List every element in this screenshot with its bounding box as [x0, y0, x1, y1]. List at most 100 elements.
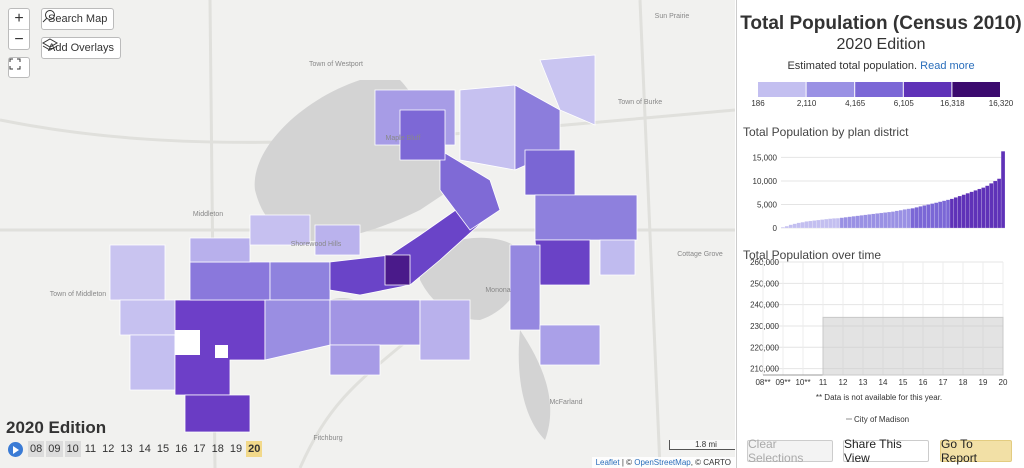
- timeline: 08 09 10 11 12 13 14 15 16 17 18 19 20: [8, 441, 263, 457]
- zoom-out[interactable]: −: [9, 29, 29, 50]
- bar: [1000, 151, 1006, 229]
- bar: [816, 219, 821, 229]
- play-button[interactable]: [8, 441, 23, 457]
- legend-break: 4,165: [845, 99, 866, 108]
- read-more-link[interactable]: Read more: [920, 60, 975, 72]
- osm-link[interactable]: OpenStreetMap: [634, 458, 691, 467]
- fullscreen-button[interactable]: [8, 57, 30, 78]
- description: Estimated total population.: [787, 60, 918, 72]
- go-to-report-button[interactable]: Go To Report: [940, 437, 1012, 465]
- x-tick-label: 12: [839, 378, 848, 387]
- bar: [828, 218, 833, 229]
- timeline-year[interactable]: 18: [211, 443, 224, 455]
- bar: [796, 222, 801, 229]
- legend-break: 186: [751, 99, 765, 108]
- y-tick-label: 210,000: [750, 365, 779, 374]
- place-labels: Sun Prairie Town of Westport Town of Burke…: [50, 13, 723, 442]
- x-tick-label: 08**: [755, 378, 770, 387]
- bar: [985, 185, 990, 229]
- timeline-year[interactable]: 14: [138, 443, 151, 455]
- timeline-year[interactable]: 12: [102, 443, 115, 455]
- bar: [780, 227, 786, 229]
- bar: [879, 212, 884, 229]
- legend-break: 2,110: [797, 99, 817, 108]
- bar: [808, 220, 813, 229]
- x-tick-label: 15: [899, 378, 908, 387]
- y-tick-label: 220,000: [750, 343, 779, 352]
- y-tick-label: 15,000: [753, 153, 778, 162]
- bar: [906, 208, 911, 229]
- bar: [875, 213, 880, 229]
- bar: [839, 217, 844, 229]
- x-tick-label: 11: [819, 378, 828, 387]
- bar: [957, 195, 962, 229]
- share-view-button[interactable]: Share This View: [843, 437, 929, 465]
- bar: [965, 193, 970, 229]
- time-chart-title: Total Population over time: [743, 248, 882, 262]
- bar: [922, 205, 927, 229]
- x-tick-label: 20: [999, 378, 1008, 387]
- timeline-year[interactable]: 17: [193, 443, 206, 455]
- bar: [894, 210, 899, 229]
- timeline-year[interactable]: 10: [64, 441, 81, 457]
- attribution-sep: | ©: [619, 458, 635, 467]
- timeline-year[interactable]: 20: [246, 441, 263, 457]
- place-label: Sun Prairie: [655, 13, 690, 20]
- bar: [977, 188, 982, 229]
- bar: [871, 213, 876, 229]
- panel-subtitle: 2020 Edition: [836, 36, 926, 53]
- bar: [973, 190, 978, 229]
- bar: [804, 221, 809, 229]
- bar: [800, 222, 805, 229]
- timeline-year[interactable]: 08: [28, 441, 45, 457]
- zoom-control: + −: [8, 8, 30, 50]
- bar: [997, 178, 1002, 229]
- legend-swatch: [855, 82, 903, 97]
- bar: [859, 215, 864, 229]
- place-label: Middleton: [193, 211, 223, 218]
- bar: [863, 214, 868, 229]
- timeline-year[interactable]: 15: [156, 443, 170, 455]
- timeline-year[interactable]: 09: [46, 441, 63, 457]
- side-panel: Total Population (Census 2010) 2020 Edit…: [736, 0, 1024, 468]
- search-button[interactable]: Search Map: [41, 8, 115, 30]
- y-tick-label: 250,000: [750, 279, 779, 288]
- fullscreen-icon: [9, 58, 21, 70]
- x-tick-label: 18: [959, 378, 968, 387]
- x-tick-label: 19: [979, 378, 988, 387]
- bar: [788, 224, 793, 229]
- clear-selections-button[interactable]: Clear Selections: [747, 437, 833, 465]
- bar: [784, 226, 789, 229]
- timeline-year[interactable]: 19: [229, 443, 243, 455]
- legend-break: 6,105: [894, 99, 915, 108]
- place-label: Maple Bluff: [386, 135, 421, 142]
- bar: [867, 214, 872, 229]
- overlays-label: Add Overlays: [48, 42, 115, 54]
- map[interactable]: Sun Prairie Town of Westport Town of Burke…: [0, 0, 735, 468]
- bar: [914, 207, 919, 229]
- x-tick-label: 16: [919, 378, 928, 387]
- bar: [969, 191, 974, 229]
- timeline-year[interactable]: 11: [84, 443, 97, 455]
- bar: [953, 197, 958, 229]
- place-label: Town of Middleton: [50, 291, 107, 298]
- x-tick-label: 13: [859, 378, 868, 387]
- zoom-in[interactable]: +: [14, 10, 24, 27]
- legend-swatch: [758, 82, 806, 97]
- leaflet-link[interactable]: Leaflet: [595, 458, 620, 467]
- place-label: Shorewood Hills: [291, 241, 342, 248]
- place-label: Town of Westport: [309, 61, 363, 68]
- bar: [918, 206, 923, 229]
- bar: [847, 216, 852, 229]
- y-tick-label: 240,000: [750, 301, 779, 310]
- legend-swatch: [806, 82, 855, 97]
- bar: [942, 200, 947, 229]
- overlays-button[interactable]: Add Overlays: [41, 37, 122, 59]
- timeline-year[interactable]: 16: [175, 443, 188, 455]
- place-label: Town of Burke: [618, 99, 662, 106]
- panel-title: Total Population (Census 2010): [740, 13, 1022, 34]
- x-tick-label: 09**: [775, 378, 790, 387]
- bar: [824, 218, 829, 229]
- timeline-year[interactable]: 13: [120, 443, 133, 455]
